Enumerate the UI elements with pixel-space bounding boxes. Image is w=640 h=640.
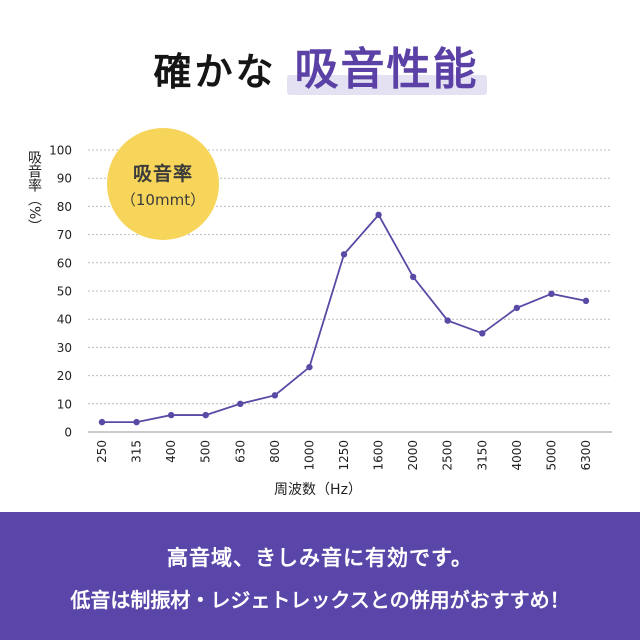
data-point <box>479 330 486 337</box>
y-tick-label: 40 <box>57 313 72 327</box>
y-axis-label: 吸音率（%） <box>26 150 42 234</box>
x-tick-label: 1600 <box>372 440 386 471</box>
y-tick-label: 60 <box>57 256 72 270</box>
x-tick-label: 630 <box>233 440 247 463</box>
data-point <box>237 400 244 407</box>
x-axis-label: 周波数（Hz） <box>274 482 362 498</box>
footer-line-1: 高音域、きしみ音に有効です。 <box>167 546 473 570</box>
y-tick-label: 90 <box>57 172 72 186</box>
headline-highlight <box>286 75 487 95</box>
y-tick-label: 100 <box>49 144 72 158</box>
x-tick-label: 5000 <box>544 440 558 471</box>
x-tick-label: 800 <box>268 440 282 463</box>
y-tick-label: 70 <box>57 228 72 242</box>
series-absorption <box>98 211 590 426</box>
x-tick-label: 1250 <box>337 440 351 471</box>
y-tick-label: 50 <box>57 285 72 299</box>
x-tick-label: 250 <box>95 440 109 463</box>
spec-badge: 吸音率 （10mmt） <box>107 128 219 240</box>
headline-plain: 確かな <box>153 49 277 94</box>
y-tick-label: 30 <box>57 341 72 355</box>
data-point <box>409 273 417 281</box>
absorption-chart: 0 10 20 30 40 50 60 70 80 90 100 250 315 400 500 630 80… <box>49 144 612 498</box>
footer-line-2: 低音は制振材・レジェトレックスとの併用がおすすめ！ <box>70 588 570 612</box>
y-tick-label: 20 <box>57 369 72 383</box>
x-tick-label: 315 <box>130 440 144 463</box>
badge-subtitle: （10mmt） <box>120 190 206 209</box>
data-point <box>513 304 521 312</box>
x-tick-label: 6300 <box>579 440 593 471</box>
x-tick-label: 4000 <box>510 440 524 471</box>
x-tick-labels: 250 315 400 500 630 800 1000 1250 1600 2000 2500 31… <box>95 440 593 471</box>
data-point <box>133 418 140 426</box>
x-tick-label: 2000 <box>406 440 420 471</box>
data-point <box>375 211 382 219</box>
badge-title: 吸音率 <box>132 162 193 185</box>
headline: 確かな 吸音性能 <box>0 30 640 100</box>
headline-accent: 吸音性能 <box>294 44 479 95</box>
footer-banner: 高音域、きしみ音に有効です。 低音は制振材・レジェトレックスとの併用がおすすめ！ <box>0 512 640 640</box>
grid-lines <box>88 149 612 433</box>
x-tick-label: 3150 <box>475 440 489 471</box>
data-point <box>306 363 313 371</box>
x-tick-label: 500 <box>199 440 213 463</box>
data-point <box>340 251 348 258</box>
x-tick-label: 1000 <box>302 440 316 471</box>
data-point <box>98 418 106 426</box>
data-point <box>167 411 175 419</box>
x-tick-label: 2500 <box>441 440 455 471</box>
x-tick-label: 400 <box>164 440 178 463</box>
data-point <box>202 411 209 419</box>
y-tick-label: 10 <box>57 397 72 411</box>
data-point <box>271 392 279 399</box>
data-point <box>444 317 451 324</box>
y-tick-labels: 0 10 20 30 40 50 60 70 80 90 100 <box>49 144 72 440</box>
y-tick-label: 0 <box>64 426 72 440</box>
y-tick-label: 80 <box>57 200 72 214</box>
data-point <box>548 290 555 298</box>
headline-accent-wrap: 吸音性能 <box>286 33 487 97</box>
series-line <box>102 213 587 424</box>
data-point <box>582 297 590 305</box>
